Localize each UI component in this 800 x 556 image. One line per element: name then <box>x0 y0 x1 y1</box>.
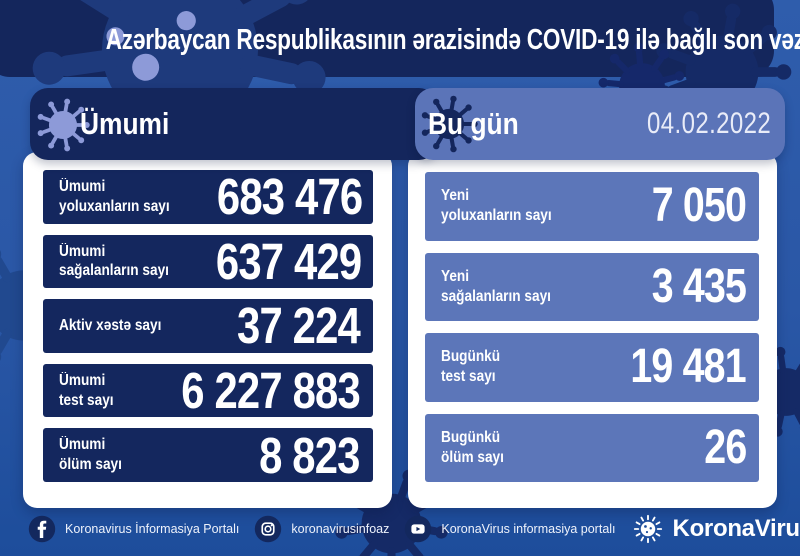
stat-label: Ümumi test sayı <box>59 371 114 409</box>
footer: Koronavirus İnformasiya Portalı koronavi… <box>0 508 800 556</box>
stat-label: Bugünkü ölüm sayı <box>441 428 504 466</box>
youtube-link: KoronaVirus informasiya portalı <box>404 515 616 543</box>
stat-label: Aktiv xəstə sayı <box>59 317 162 335</box>
instagram-link: koronavirusinfoaz <box>254 515 389 543</box>
stat-label: Ümumi ölüm sayı <box>59 436 122 474</box>
stat-row-total-tests: Ümumi test sayı 6 227 883 <box>43 362 373 420</box>
stat-label: Yeni sağalanların sayı <box>441 267 551 305</box>
instagram-icon <box>255 515 282 543</box>
facebook-icon <box>28 515 56 543</box>
youtube-label: KoronaVirus informasiya portalı <box>441 522 616 536</box>
instagram-label: koronavirusinfoaz <box>291 522 390 536</box>
stat-value: 8 823 <box>259 426 360 484</box>
stat-value: 19 481 <box>630 340 747 394</box>
report-date: 04.02.2022 <box>646 107 771 140</box>
stat-row-total-deaths: Ümumi ölüm sayı 8 823 <box>43 428 373 482</box>
today-stats-card: Yeni yoluxanların sayı 7 050 Yeni sağalanl… <box>408 152 777 508</box>
stat-row-today-deaths: Bugünkü ölüm sayı 26 <box>425 413 759 482</box>
facebook-link: Koronavirus İnformasiya Portalı <box>28 515 239 543</box>
stat-label: Yeni yoluxanların sayı <box>441 187 552 225</box>
logo-virus-icon <box>633 514 662 544</box>
stat-value: 637 429 <box>215 232 362 290</box>
stat-row-total-recoveries: Ümumi sağalanların sayı 637 429 <box>43 232 373 290</box>
youtube-icon <box>405 515 432 543</box>
today-panel-header: Bu gün 04.02.2022 <box>415 88 785 160</box>
today-header-label: Bu gün <box>428 106 519 141</box>
total-header-label: Ümumi <box>80 106 170 141</box>
stat-value: 26 <box>703 420 747 474</box>
brand-name: KoronaVirus <box>672 515 800 542</box>
stat-row-today-tests: Bugünkü test sayı 19 481 <box>425 333 759 402</box>
stat-row-active-cases: Aktiv xəstə sayı 37 224 <box>43 299 373 353</box>
stat-value: 3 435 <box>651 259 747 313</box>
stat-value: 683 476 <box>216 168 363 226</box>
stat-row-new-recoveries: Yeni sağalanların sayı 3 435 <box>425 252 759 321</box>
brand-logo: KoronaVirus info <box>631 512 800 546</box>
stat-label: Ümumi yoluxanların sayı <box>59 177 170 215</box>
facebook-label: Koronavirus İnformasiya Portalı <box>65 522 240 536</box>
stat-value: 37 224 <box>237 297 361 355</box>
banner-title: Azərbaycan Respublikasının ərazisində CO… <box>0 26 800 55</box>
banner-title-text: Azərbaycan Respublikasının ərazisində CO… <box>105 24 800 56</box>
stat-value: 6 227 883 <box>181 362 360 420</box>
stat-value: 7 050 <box>651 179 747 233</box>
stat-label: Ümumi sağalanların sayı <box>59 242 169 280</box>
total-stats-card: Ümumi yoluxanların sayı 683 476 Ümumi sağa… <box>23 152 392 508</box>
stat-label: Bugünkü test sayı <box>441 348 501 386</box>
total-panel-header: Ümumi <box>30 88 437 160</box>
stat-row-new-infections: Yeni yoluxanların sayı 7 050 <box>425 172 759 241</box>
stat-row-total-infections: Ümumi yoluxanların sayı 683 476 <box>43 170 373 224</box>
